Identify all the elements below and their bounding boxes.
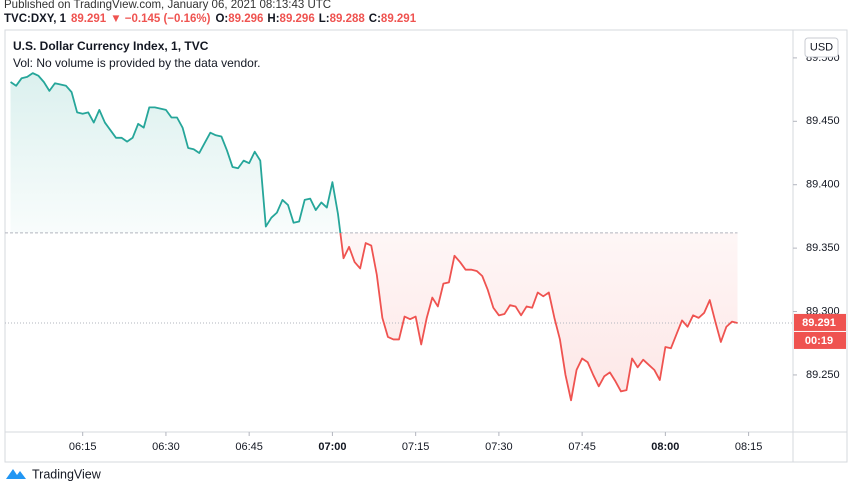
footer-logo: TradingView [6, 467, 102, 481]
last: 89.291 [71, 13, 107, 25]
x-tick-label: 07:15 [402, 441, 430, 453]
logo-text: TradingView [32, 467, 102, 481]
x-tick-label: 06:30 [152, 441, 180, 453]
last-price-label: 89.291 [802, 317, 836, 329]
published-note: Published on TradingView.com, January 06… [4, 0, 331, 11]
y-tick-label: 89.450 [806, 115, 840, 127]
plot: 89.25089.30089.35089.40089.45089.50006:1… [5, 52, 840, 453]
close: 89.291 [381, 13, 417, 25]
chart-frame [4, 29, 848, 463]
y-tick-label: 89.250 [806, 369, 840, 381]
symbol-line: TVC:DXY, 1 89.291 ▼ −0.145 (−0.16%) O:89.29… [4, 13, 417, 25]
x-tick-label: 07:00 [318, 441, 346, 453]
chart-subtitle: Vol: No volume is provided by the data v… [13, 56, 260, 70]
countdown-box [794, 331, 846, 349]
low: 89.288 [330, 13, 366, 25]
symbol: TVC:DXY, 1 [4, 13, 67, 25]
x-tick-label: 07:45 [568, 441, 596, 453]
low-label: L: [319, 13, 330, 25]
x-tick-label: 08:00 [651, 441, 679, 453]
x-tick-label: 06:15 [69, 441, 97, 453]
y-tick-label: 89.400 [806, 179, 840, 191]
high-label: H: [267, 13, 279, 25]
x-tick-label: 08:15 [735, 441, 763, 453]
change: ▼ −0.145 (−0.16%) [110, 13, 210, 25]
chart-title: U.S. Dollar Currency Index, 1, TVC [13, 39, 209, 53]
baseline-area [10, 73, 738, 401]
price-line [10, 72, 738, 402]
open-label: O: [215, 13, 228, 25]
x-tick-label: 07:30 [485, 441, 513, 453]
currency-button[interactable] [804, 37, 839, 58]
y-tick-label: 89.350 [806, 242, 840, 254]
close-label: C: [369, 13, 381, 25]
logo-icon [6, 469, 26, 479]
countdown-label: 00:19 [805, 335, 833, 347]
last-price-box [794, 313, 846, 331]
high: 89.296 [280, 13, 315, 25]
currency[interactable]: USD [810, 41, 833, 53]
open: 89.296 [228, 13, 263, 25]
x-tick-label: 06:45 [235, 441, 263, 453]
